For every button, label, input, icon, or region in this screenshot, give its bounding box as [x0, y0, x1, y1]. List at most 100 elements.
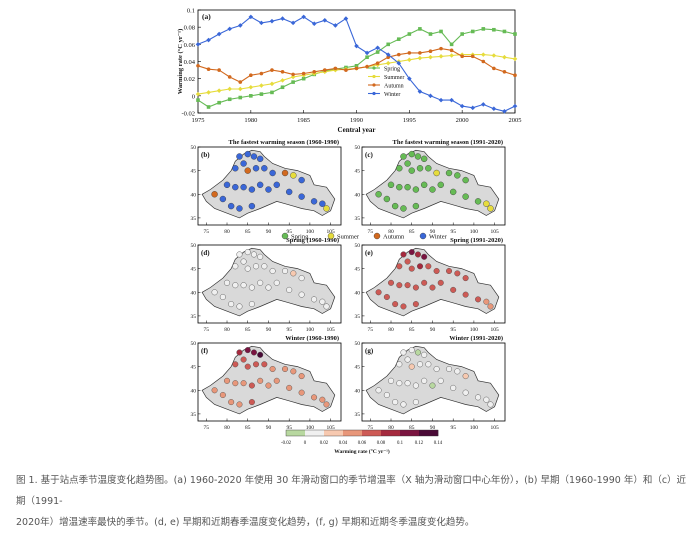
map-x-tick-label: 105	[327, 425, 336, 431]
station-point	[408, 265, 415, 272]
x-tick-label: 1990	[350, 117, 363, 124]
map-panel-c: 75 80 85 90 95 100 105 50 45 40 35 (c) The fastest w…	[355, 139, 506, 235]
station-point	[425, 263, 432, 270]
station-point	[408, 249, 415, 256]
y-tick-label: 0.08	[184, 25, 195, 32]
map-title: The fastest warming season (1960-1990)	[229, 139, 340, 146]
map-panel-g: 75 80 85 90 95 100 105 50 45 40 35 (g) Winter (1991-…	[355, 335, 506, 431]
x-axis-label: Central year	[338, 126, 376, 134]
station-point	[319, 298, 326, 305]
colorbar-label: Warming rate (°C yr⁻¹)	[334, 448, 390, 455]
legend-marker	[372, 91, 376, 96]
map-x-tick-label: 90	[266, 327, 272, 333]
map-title: Winter (1991-2020)	[449, 335, 503, 342]
summer-point	[248, 84, 254, 90]
map-x-tick-label: 100	[306, 229, 315, 235]
autumn-point	[418, 51, 422, 55]
station-point	[240, 258, 247, 265]
station-point	[298, 373, 305, 380]
figure: -0.02 0 0.02 0.04 0.06 0.08 0.1 1975 1980 1985 199…	[177, 8, 522, 456]
map-panel-label: (f)	[201, 347, 209, 355]
map-y-tick-label: 40	[355, 192, 361, 198]
station-point	[261, 263, 268, 270]
summer-point	[449, 53, 454, 58]
map-y-tick-label: 50	[355, 341, 361, 347]
summer-point	[259, 83, 264, 88]
legend-label-autumn: Autumn	[384, 83, 404, 89]
map-x-tick-label: 105	[491, 425, 500, 431]
station-point	[404, 258, 411, 265]
autumn-point	[301, 71, 306, 76]
station-spring	[396, 183, 403, 191]
autumn-point	[196, 63, 200, 68]
station-point	[375, 289, 382, 296]
map-x-tick-label: 75	[204, 229, 210, 235]
station-point	[311, 394, 318, 401]
station-winter	[256, 181, 264, 189]
map-y-tick-label: 40	[191, 290, 197, 296]
map-y-tick-label: 40	[355, 290, 361, 296]
station-spring	[462, 176, 469, 184]
autumn-point	[333, 66, 338, 71]
station-point	[261, 361, 268, 368]
winter-point	[269, 18, 275, 24]
station-spring	[416, 165, 424, 172]
autumn-point	[492, 66, 496, 71]
x-tick-label: 1995	[403, 117, 416, 124]
station-point	[323, 401, 330, 408]
map-panel-label: (b)	[201, 151, 210, 159]
map-panel-label: (e)	[365, 249, 373, 257]
autumn-point	[481, 59, 486, 64]
winter-point	[407, 76, 412, 81]
legend-marker	[372, 74, 376, 79]
y-tick-label: 0.1	[187, 8, 195, 15]
station-spring	[429, 186, 436, 193]
map-x-tick-label: 85	[409, 327, 415, 333]
map-x-tick-label: 80	[388, 327, 394, 333]
station-winter	[240, 183, 247, 191]
map-x-tick-label: 95	[450, 229, 456, 235]
map-panel-b: 75 80 85 90 95 100 105 50 45 40 35 (b) The fastest w…	[191, 139, 342, 235]
station-point	[446, 366, 453, 373]
station-point	[253, 361, 260, 368]
autumn-point	[249, 73, 253, 78]
map-x-tick-label: 85	[245, 327, 251, 333]
map-x-tick-label: 95	[450, 425, 456, 431]
spring-point	[259, 92, 264, 96]
station-spring	[474, 198, 482, 205]
station-point	[236, 251, 243, 258]
autumn-point	[439, 46, 443, 51]
summer-point	[290, 74, 296, 80]
station-point	[421, 253, 428, 260]
station-point	[244, 265, 251, 272]
map-panel-label: (c)	[365, 151, 373, 159]
map-x-tick-label: 85	[409, 229, 415, 235]
station-point	[286, 286, 293, 293]
winter-point	[449, 97, 454, 103]
station-point	[269, 268, 276, 275]
panel-a-label: (a)	[202, 12, 211, 21]
station-autumn	[211, 191, 218, 198]
map-x-tick-label: 100	[470, 229, 479, 235]
autumn-point	[449, 48, 454, 53]
autumn-point	[217, 68, 221, 72]
map-x-tick-label: 105	[491, 229, 500, 235]
map-x-tick-label: 85	[245, 425, 251, 431]
station-point	[462, 389, 469, 396]
summer-point	[438, 54, 444, 59]
station-point	[483, 396, 490, 403]
station-point	[311, 296, 318, 303]
summer-point	[385, 60, 391, 66]
colorbar-segment	[324, 430, 344, 436]
map-x-tick-label: 75	[204, 327, 210, 333]
x-tick-label: 1980	[244, 117, 257, 124]
station-point	[383, 294, 390, 301]
station-summer	[483, 200, 490, 207]
winter-point	[417, 89, 423, 94]
station-spring	[425, 165, 432, 172]
autumn-point	[291, 72, 295, 77]
station-winter	[285, 188, 293, 196]
spring-point	[481, 27, 486, 31]
winter-point	[290, 20, 296, 26]
station-winter	[240, 160, 247, 167]
